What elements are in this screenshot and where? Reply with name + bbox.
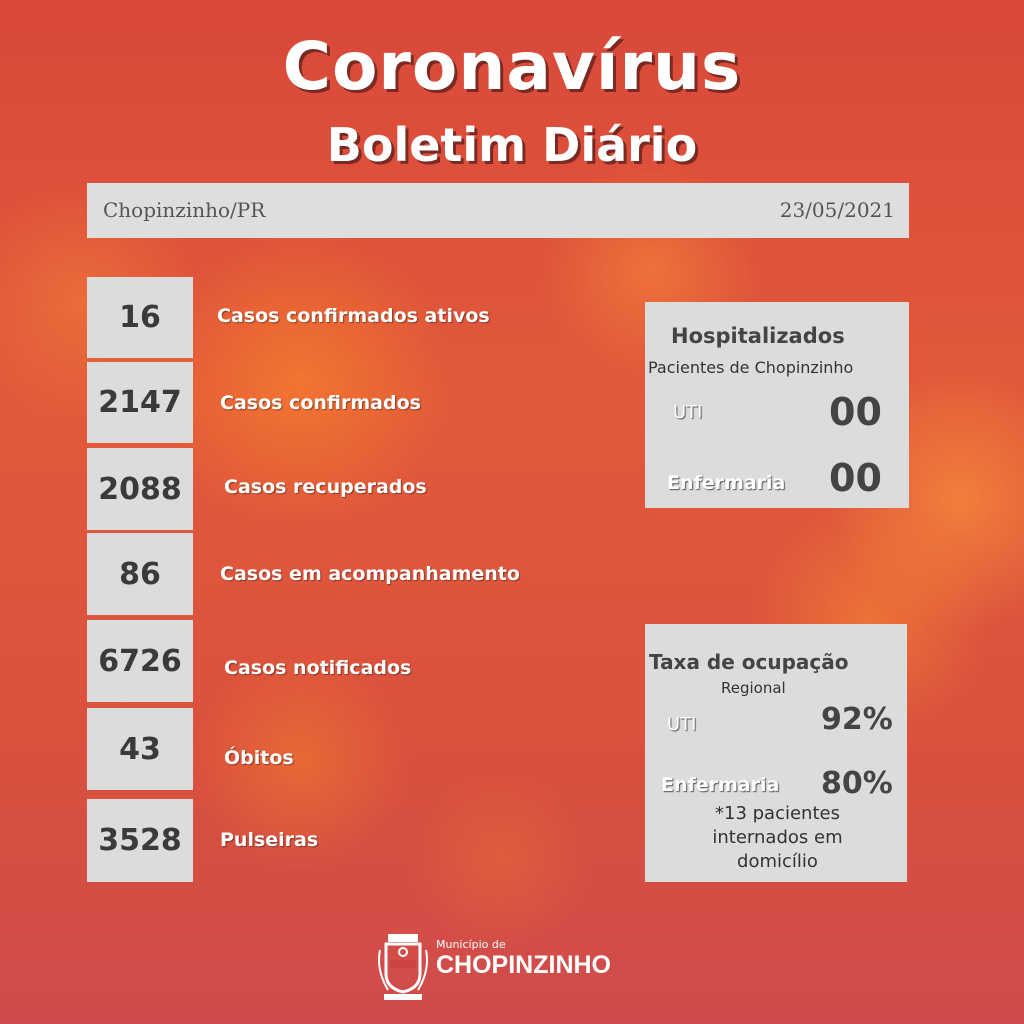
uti-occupancy: 92% bbox=[821, 702, 893, 737]
occupancy-subtitle: Regional bbox=[721, 679, 786, 697]
stat-value: 2147 bbox=[87, 362, 193, 443]
enfermaria-value: 00 bbox=[829, 456, 882, 500]
footer-name: CHOPINZINHO bbox=[436, 951, 611, 979]
stat-label: Pulseiras bbox=[220, 829, 319, 851]
enfermaria-label: Enfermaria bbox=[667, 472, 786, 494]
stat-label: Casos recuperados bbox=[224, 476, 427, 498]
date: 23/05/2021 bbox=[779, 198, 895, 222]
enfermaria-occupancy: 80% bbox=[821, 766, 893, 801]
footer-logo: Município de CHOPINZINHO bbox=[436, 938, 611, 980]
location: Chopinzinho/PR bbox=[103, 198, 266, 222]
page-subtitle: Boletim Diário bbox=[326, 118, 698, 172]
stat-label: Casos notificados bbox=[224, 657, 412, 679]
stat-value: 86 bbox=[87, 533, 193, 615]
municipal-coat-of-arms-icon bbox=[378, 934, 428, 1000]
stat-value: 6726 bbox=[87, 620, 193, 702]
hospitalized-panel: Hospitalizados Pacientes de Chopinzinho … bbox=[645, 302, 909, 508]
uti-value: 00 bbox=[829, 390, 882, 434]
uti-label: UTI bbox=[673, 402, 703, 423]
stat-value: 43 bbox=[87, 708, 193, 790]
home-patients-note: *13 pacientes internados em domicílio bbox=[712, 803, 843, 872]
occupancy-panel: Taxa de ocupação Regional UTI 92% Enferm… bbox=[645, 624, 907, 882]
enfermaria-label: Enfermaria bbox=[661, 774, 780, 796]
stat-value: 3528 bbox=[87, 799, 193, 882]
hospitalized-subtitle: Pacientes de Chopinzinho bbox=[648, 358, 854, 377]
page-title: Coronavírus bbox=[282, 28, 742, 105]
stat-label: Óbitos bbox=[224, 747, 294, 769]
stat-value: 16 bbox=[87, 277, 193, 358]
stat-label: Casos em acompanhamento bbox=[220, 563, 520, 585]
stat-value: 2088 bbox=[87, 448, 193, 530]
stat-label: Casos confirmados ativos bbox=[217, 305, 490, 327]
footer-small: Município de bbox=[436, 938, 506, 951]
location-date-bar: Chopinzinho/PR 23/05/2021 bbox=[87, 183, 909, 238]
occupancy-title: Taxa de ocupação bbox=[649, 650, 849, 674]
uti-label: UTI bbox=[667, 714, 697, 735]
stat-label: Casos confirmados bbox=[220, 392, 421, 414]
hospitalized-title: Hospitalizados bbox=[671, 324, 845, 348]
